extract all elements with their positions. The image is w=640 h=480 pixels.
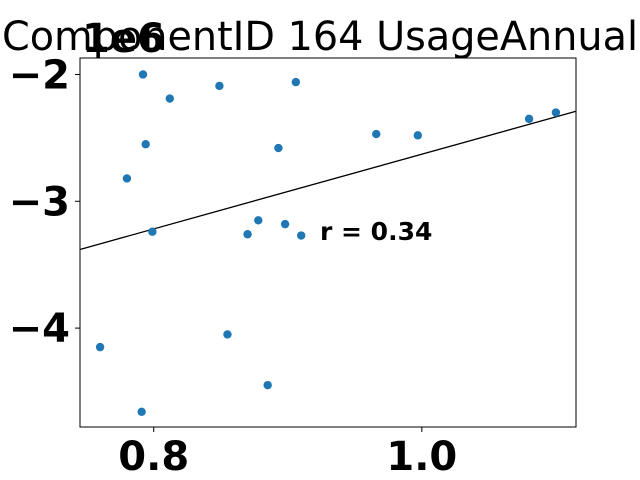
plot-area	[80, 58, 576, 427]
data-point-6	[148, 227, 157, 236]
y-offset-label: 1e6	[82, 16, 165, 62]
y-tick-label-2: −4	[9, 306, 70, 352]
data-point-9	[413, 131, 423, 140]
data-point-10	[524, 114, 534, 124]
data-point-0	[138, 70, 148, 79]
regression-line	[79, 110, 577, 251]
data-point-3	[291, 77, 301, 87]
x-tick-label-1: 1.0	[386, 434, 457, 480]
data-point-1	[165, 94, 175, 103]
correlation-annotation: r = 0.34	[320, 217, 432, 246]
points-layer	[95, 70, 561, 416]
data-point-11	[551, 108, 561, 117]
data-point-12	[254, 216, 263, 225]
data-point-19	[137, 407, 146, 416]
plot-frame	[79, 57, 577, 428]
y-tick-label-1: −3	[9, 179, 70, 225]
data-point-15	[296, 231, 306, 240]
data-point-5	[122, 174, 132, 183]
data-point-17	[223, 330, 232, 339]
data-point-13	[243, 230, 252, 239]
data-point-2	[215, 81, 224, 91]
data-point-16	[95, 342, 105, 352]
data-point-4	[141, 140, 150, 149]
x-axis: 0.8 1.0	[118, 427, 457, 480]
y-tick-label-0: −2	[9, 52, 70, 98]
x-tick-label-0: 0.8	[118, 434, 189, 480]
data-point-18	[263, 380, 272, 390]
chart-title: ComponentID 164 UsageAnnual	[2, 14, 638, 60]
data-point-7	[274, 143, 283, 153]
data-point-8	[372, 129, 381, 139]
fit-line-layer	[79, 110, 577, 251]
y-axis: −2 −3 −4	[9, 52, 80, 352]
data-point-14	[280, 219, 290, 229]
